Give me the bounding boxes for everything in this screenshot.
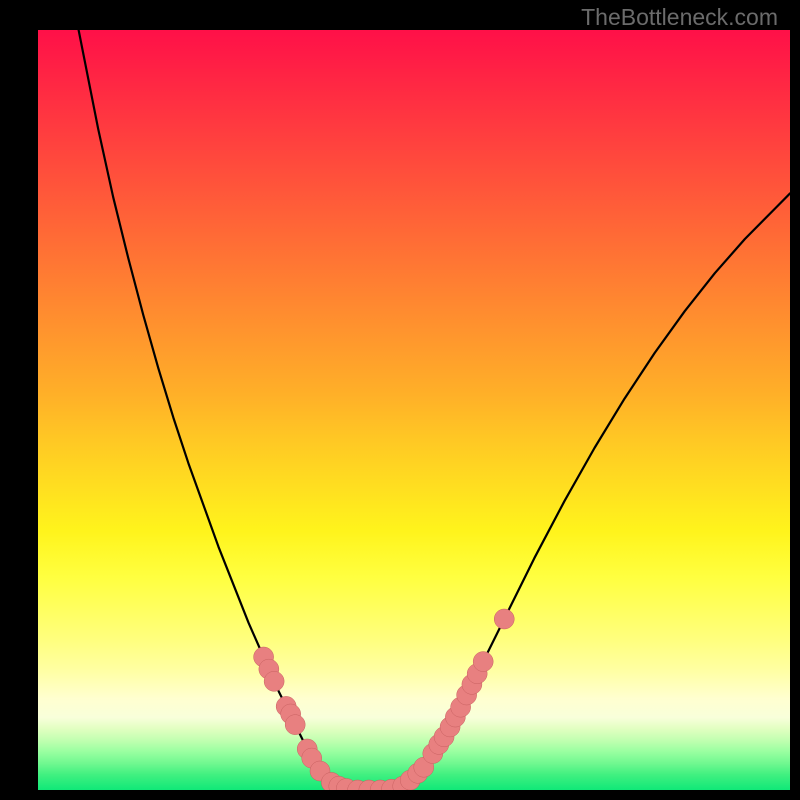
watermark-label: TheBottleneck.com xyxy=(581,4,778,31)
marker-dot xyxy=(473,652,493,672)
bottleneck-chart xyxy=(38,30,790,790)
marker-dot xyxy=(494,609,514,629)
marker-dot xyxy=(264,671,284,691)
figure-container: TheBottleneck.com xyxy=(0,0,800,800)
chart-background xyxy=(38,30,790,790)
marker-dot xyxy=(285,715,305,735)
